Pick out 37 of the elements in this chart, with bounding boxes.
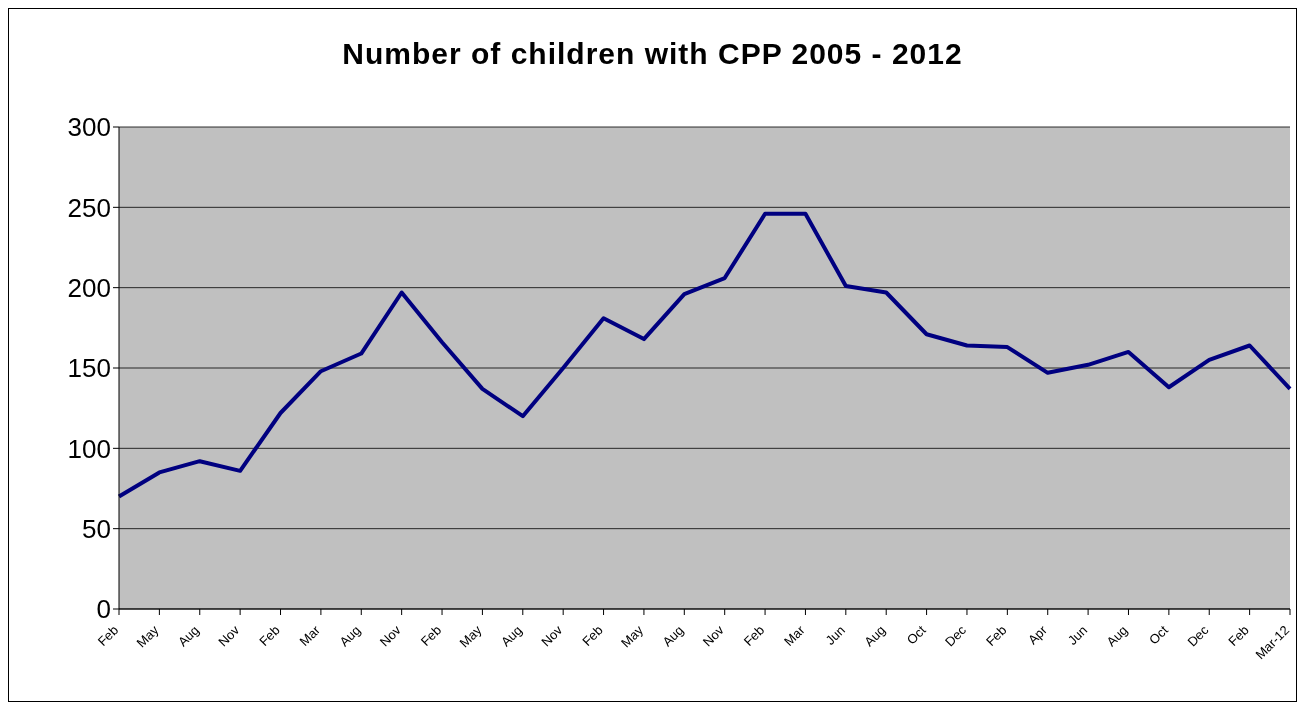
x-tick-label: Mar: [296, 622, 324, 649]
x-tick-label: Jun: [822, 622, 848, 648]
x-tick-label: Feb: [983, 622, 1010, 649]
x-tick-label: Dec: [942, 622, 970, 650]
y-tick-label: 50: [82, 513, 111, 544]
x-tick-label: Apr: [1024, 622, 1051, 648]
x-tick-label: Aug: [174, 622, 202, 650]
x-tick-label: Feb: [740, 622, 768, 649]
x-tick-label: Oct: [903, 622, 929, 648]
x-tick-label: Feb: [417, 622, 445, 649]
x-tick-label: Aug: [497, 622, 525, 650]
x-tick-label: Aug: [336, 622, 364, 650]
x-tick-label: Nov: [215, 622, 243, 650]
x-tick-label: Aug: [861, 622, 889, 650]
y-tick-label: 150: [67, 353, 111, 384]
chart-title: Number of children with CPP 2005 - 2012: [341, 36, 964, 71]
x-tick-label: Feb: [256, 622, 283, 649]
x-tick-label: May: [133, 622, 162, 651]
x-tick-label: Dec: [1184, 622, 1212, 650]
y-tick-label: 200: [67, 272, 111, 303]
x-tick-label: Feb: [94, 622, 122, 649]
x-tick-label: Aug: [659, 622, 687, 650]
x-tick-label: Nov: [376, 622, 405, 650]
x-tick-label: Feb: [579, 622, 606, 649]
x-tick-label: Oct: [1146, 622, 1172, 648]
x-tick-label: Nov: [699, 622, 728, 650]
x-tick-label: May: [456, 622, 485, 651]
y-tick-label: 0: [96, 594, 111, 625]
x-tick-label: Jun: [1064, 622, 1091, 648]
y-tick-label: 250: [67, 192, 111, 223]
x-tick-label: Nov: [538, 622, 566, 650]
x-tick-label: Mar: [781, 622, 809, 649]
x-tick-label: Aug: [1103, 622, 1131, 650]
x-tick-label: May: [618, 622, 647, 651]
y-tick-label: 300: [67, 112, 111, 143]
y-tick-label: 100: [67, 433, 111, 464]
x-tick-label: Feb: [1225, 622, 1252, 649]
